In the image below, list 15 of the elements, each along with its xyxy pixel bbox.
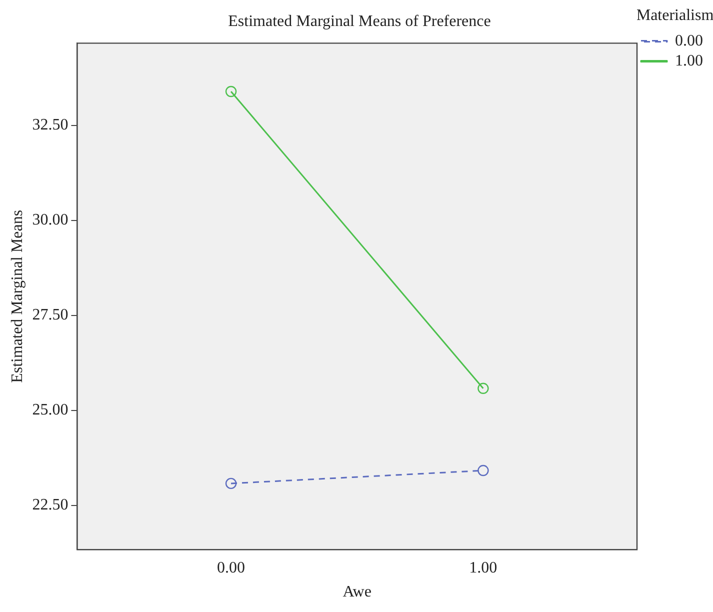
legend-label: 1.00: [675, 52, 703, 70]
y-axis-title: Estimated Marginal Means: [8, 210, 26, 383]
chart-title: Estimated Marginal Means of Preference: [228, 12, 491, 30]
point: [478, 382, 489, 394]
legend-label: 0.00: [675, 32, 703, 50]
y-tick-label: 27.50: [32, 306, 68, 324]
y-tick-label: 22.50: [32, 496, 68, 514]
y-tick-label: 32.50: [32, 116, 68, 134]
y-tick-label: 30.00: [32, 212, 68, 229]
legend-title: Materialism: [636, 7, 713, 24]
y-tick-label: 25.00: [32, 402, 68, 419]
point: [478, 464, 489, 476]
x-axis-title: Awe: [342, 584, 372, 601]
point: [225, 86, 237, 98]
point: [225, 478, 237, 490]
